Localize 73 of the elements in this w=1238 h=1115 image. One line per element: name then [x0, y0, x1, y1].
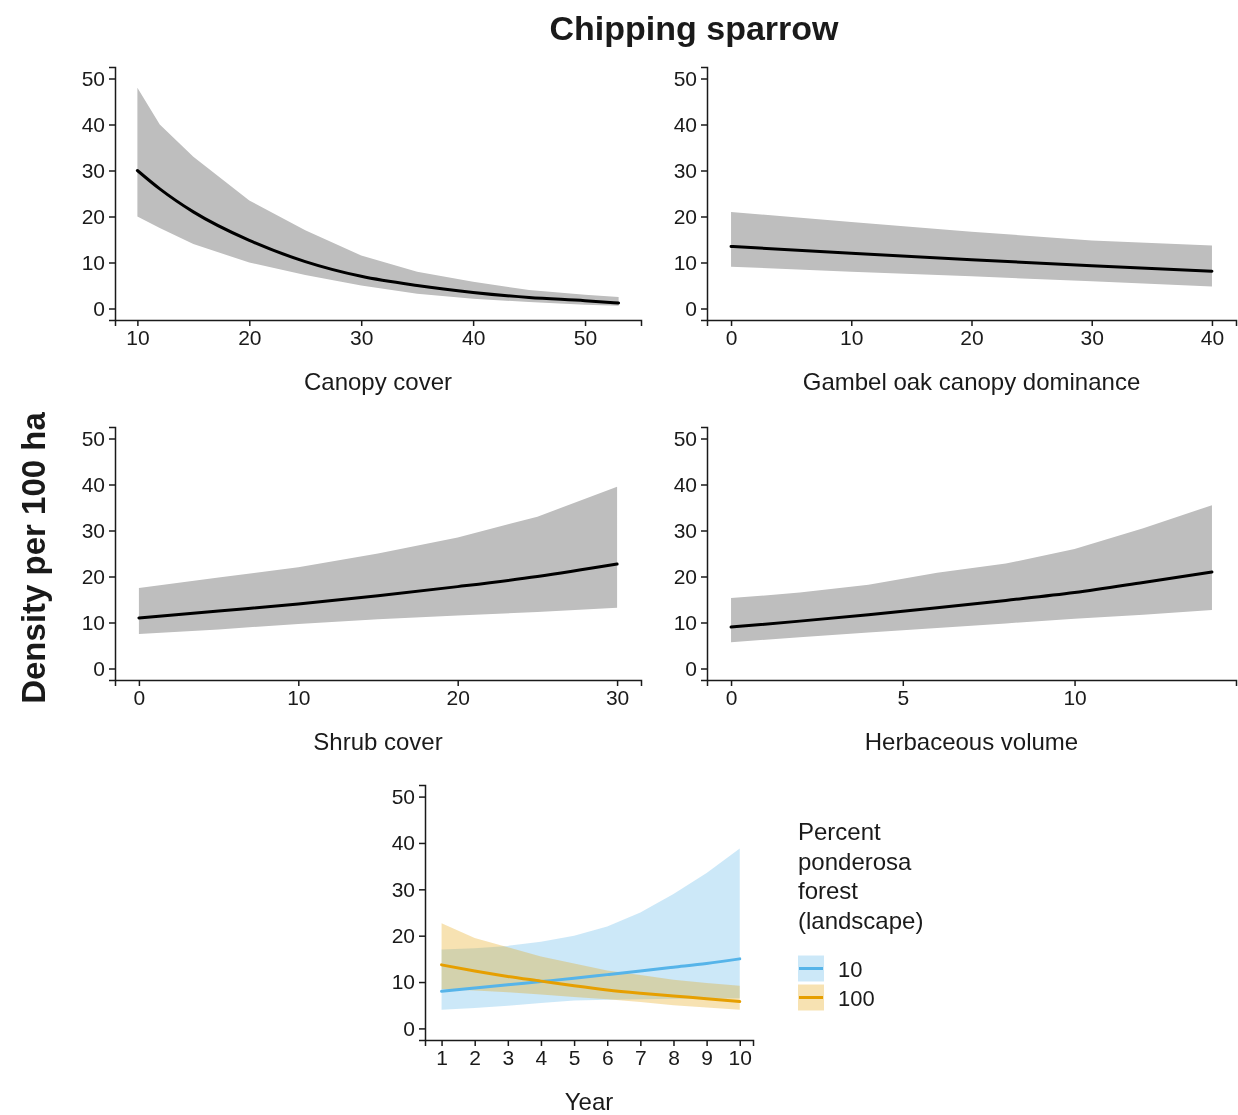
- chart-title: Chipping sparrow: [549, 9, 840, 47]
- x-tick-label: 8: [668, 1045, 680, 1069]
- y-tick-label: 40: [81, 112, 105, 136]
- y-tick-label: 40: [81, 472, 105, 496]
- x-tick-label: 40: [461, 325, 486, 349]
- y-tick-label: 30: [673, 158, 697, 182]
- y-tick-label: 0: [685, 656, 697, 680]
- x-tick-label: 7: [635, 1045, 647, 1069]
- y-tick-label: 20: [81, 564, 105, 588]
- line-series: [135, 169, 621, 305]
- y-tick-label: 20: [673, 564, 697, 588]
- y-tick-label: 0: [403, 1016, 415, 1040]
- x-tick-label: 10: [840, 325, 864, 349]
- legend-label: 100: [838, 985, 875, 1011]
- x-axis-title: Herbaceous volume: [864, 728, 1079, 755]
- y-tick-label: 0: [685, 296, 697, 320]
- x-tick-label: 10: [287, 685, 311, 709]
- x-tick-label: 30: [1080, 325, 1104, 349]
- x-tick-label: 20: [238, 325, 262, 349]
- x-tick-label: 3: [502, 1045, 515, 1069]
- x-tick-label: 0: [725, 325, 738, 349]
- y-tick-label: 10: [391, 970, 415, 994]
- y-tick-label: 0: [93, 656, 105, 680]
- y-tick-label: 0: [93, 296, 105, 320]
- x-tick-label: 30: [605, 685, 630, 709]
- y-tick-label: 10: [673, 610, 697, 634]
- legend-label: 10: [838, 956, 863, 982]
- y-tick-label: 20: [673, 204, 697, 228]
- y-tick-label: 10: [81, 610, 105, 634]
- y-tick-label: 40: [391, 831, 415, 855]
- y-tick-label: 30: [81, 518, 105, 542]
- x-axis-title: Year: [564, 1088, 614, 1115]
- line-series: [440, 963, 742, 1004]
- line-series: [729, 244, 1214, 273]
- x-tick-label: 2: [469, 1045, 482, 1069]
- y-tick-label: 50: [81, 426, 105, 450]
- y-tick-label: 50: [81, 66, 105, 90]
- x-tick-label: 40: [1200, 325, 1225, 349]
- line-series: [137, 562, 619, 620]
- y-tick-label: 50: [673, 426, 697, 450]
- y-tick-label: 30: [673, 518, 697, 542]
- x-tick-label: 10: [126, 325, 150, 349]
- y-tick-label: 10: [81, 250, 105, 274]
- y-tick-label: 20: [81, 204, 105, 228]
- x-tick-label: 0: [133, 685, 146, 709]
- x-tick-label: 1: [436, 1045, 448, 1069]
- y-tick-label: 10: [673, 250, 697, 274]
- x-axis-title: Canopy cover: [303, 368, 453, 395]
- x-tick-label: 0: [725, 685, 738, 709]
- y-tick-label: 20: [391, 923, 415, 947]
- y-tick-label: 40: [673, 472, 697, 496]
- x-tick-label: 4: [535, 1045, 548, 1069]
- x-tick-label: 5: [568, 1045, 581, 1069]
- y-axis-title: Density per 100 ha: [15, 411, 52, 704]
- x-tick-label: 10: [728, 1045, 752, 1069]
- x-tick-label: 10: [1063, 685, 1087, 709]
- y-tick-label: 30: [81, 158, 105, 182]
- x-tick-label: 5: [897, 685, 910, 709]
- y-tick-label: 30: [391, 877, 415, 901]
- x-tick-label: 20: [960, 325, 984, 349]
- x-tick-label: 9: [701, 1045, 713, 1069]
- y-tick-label: 40: [673, 112, 697, 136]
- line-series: [440, 957, 742, 993]
- x-tick-label: 6: [601, 1045, 614, 1069]
- x-axis-title: Gambel oak canopy dominance: [802, 368, 1141, 395]
- y-tick-label: 50: [673, 66, 697, 90]
- legend-title: Percent ponderosa forest (landscape): [798, 818, 924, 934]
- x-tick-label: 50: [573, 325, 598, 349]
- y-tick-label: 50: [391, 784, 415, 808]
- line-series: [729, 570, 1214, 629]
- x-tick-label: 30: [350, 325, 374, 349]
- x-tick-label: 20: [446, 685, 470, 709]
- x-axis-title: Shrub cover: [313, 728, 443, 755]
